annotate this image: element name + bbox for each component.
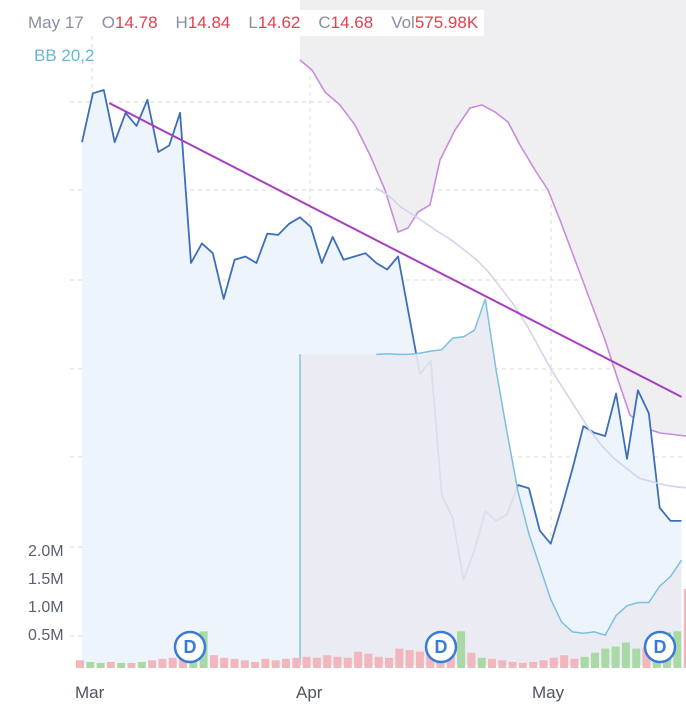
- volume-bar: [220, 657, 229, 668]
- volume-bar: [158, 658, 167, 668]
- volume-bar: [240, 660, 249, 668]
- bollinger-middle-line: [375, 187, 686, 489]
- volume-bar: [405, 650, 414, 668]
- ohlc-legend: May 17 O 14.78 H 14.84 L 14.62 C 14.68 V…: [28, 10, 485, 36]
- x-axis-tick: Apr: [296, 683, 323, 702]
- volume-bar: [106, 661, 115, 668]
- dividend-label: D: [654, 637, 667, 657]
- trend-line-layer: [108, 102, 682, 398]
- indicator-shade: [300, 0, 686, 436]
- volume-bar: [364, 653, 373, 668]
- volume-bar: [127, 662, 136, 668]
- open-value: 14.78: [114, 13, 158, 32]
- volume-bar: [302, 656, 311, 668]
- legend-date: May 17: [28, 13, 84, 32]
- volume-axis-tick: 0.5M: [28, 627, 64, 644]
- low-value: 14.62: [257, 13, 301, 32]
- volume-bar: [549, 657, 558, 668]
- volume-bar: [343, 657, 352, 668]
- volume-bar: [292, 657, 301, 668]
- volume-bar: [415, 651, 424, 668]
- dividend-circle: [173, 630, 207, 664]
- price-line: [81, 89, 682, 581]
- volume-bar: [539, 660, 548, 668]
- volume-label: Vol: [391, 13, 415, 32]
- indicator-line: [299, 59, 686, 437]
- volume-bar: [591, 652, 599, 668]
- volume-bar: [621, 642, 630, 668]
- volume-bar: [467, 652, 476, 668]
- dividend-circle: [643, 630, 677, 664]
- volume-bar: [580, 656, 589, 668]
- volume-bar: [673, 631, 682, 668]
- dividend-circle: [424, 630, 458, 664]
- volume-bar: [96, 662, 105, 668]
- volume-bar: [354, 651, 363, 668]
- volume-bar: [374, 656, 383, 668]
- x-axis-tick: Mar: [75, 683, 105, 702]
- volume-bar: [683, 588, 686, 668]
- high-value: 14.84: [187, 13, 231, 32]
- volume-bar: [282, 658, 290, 668]
- volume-bar: [312, 657, 321, 668]
- volume-bar: [498, 660, 507, 668]
- volume-bar: [570, 658, 579, 668]
- volume-bar: [86, 661, 95, 668]
- volume-axis-tick: 2.0M: [28, 543, 64, 560]
- volume-bar: [117, 662, 126, 668]
- dividend-marker[interactable]: D: [173, 630, 207, 664]
- volume-bar: [477, 657, 486, 668]
- volume-bar: [457, 631, 466, 668]
- indicator-label[interactable]: BB 20,2: [34, 46, 95, 65]
- bollinger-bands-layer: [299, 187, 686, 665]
- volume-bar: [518, 662, 527, 668]
- bollinger-band-fill: [300, 298, 682, 665]
- volume-bar: [446, 652, 455, 668]
- volume-bar: [488, 658, 496, 668]
- volume-bar: [137, 661, 146, 668]
- volume-bar: [261, 658, 270, 668]
- volume-value: 575.98K: [414, 13, 479, 32]
- volume-axis-tick: 1.5M: [28, 571, 64, 588]
- volume-bar: [508, 661, 517, 668]
- close-label: C: [318, 13, 331, 32]
- volume-bar: [76, 660, 84, 668]
- volume-bar: [642, 647, 651, 668]
- low-label: L: [248, 13, 258, 32]
- volume-bar: [529, 661, 538, 668]
- bollinger-lower-line: [376, 298, 683, 636]
- dividend-label: D: [435, 637, 448, 657]
- volume-bar: [601, 648, 610, 668]
- volume-bar: [148, 660, 157, 668]
- volume-bar: [611, 646, 620, 668]
- volume-bar: [560, 655, 569, 668]
- volume-bar: [271, 660, 280, 668]
- volume-bar: [230, 658, 239, 668]
- volume-bar: [395, 648, 404, 668]
- trend-line: [108, 102, 682, 398]
- axis-labels: 0.5M 1.0M 1.5M 2.0M Mar Apr May: [28, 543, 565, 702]
- volume-axis-tick: 1.0M: [28, 599, 64, 616]
- high-label: H: [175, 13, 188, 32]
- open-label: O: [101, 13, 115, 32]
- volume-bar: [209, 655, 218, 668]
- volume-bar: [179, 658, 187, 668]
- close-value: 14.68: [330, 13, 374, 32]
- volume-bar: [385, 657, 393, 668]
- volume-bar: [168, 657, 177, 668]
- volume-bar: [251, 661, 260, 668]
- volume-bar: [426, 653, 435, 668]
- dividend-label: D: [184, 637, 197, 657]
- x-axis-tick: May: [532, 683, 565, 702]
- volume-bar: [632, 648, 641, 668]
- dividend-marker[interactable]: D: [643, 630, 677, 664]
- dividend-marker[interactable]: D: [424, 630, 458, 664]
- volume-bar: [323, 655, 332, 668]
- volume-bar: [333, 656, 342, 668]
- indicator-layer: [299, 0, 686, 437]
